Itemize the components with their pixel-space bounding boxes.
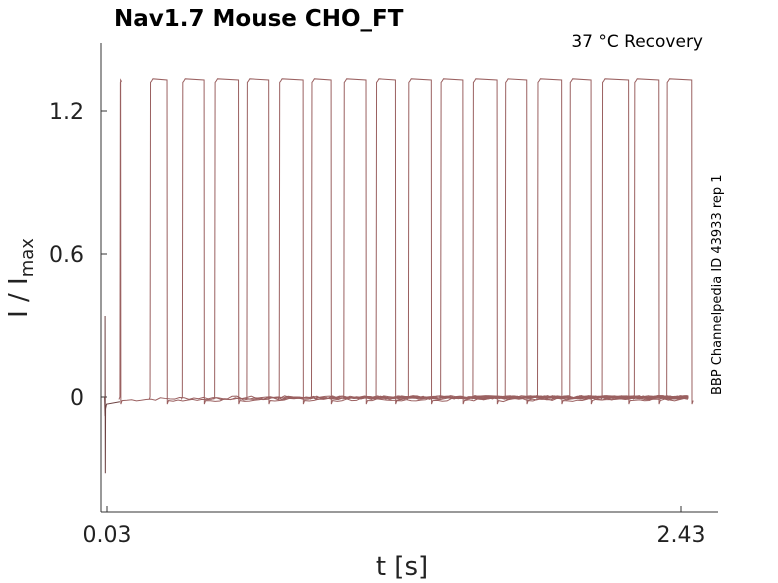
x-tick-label-1: 2.43	[657, 523, 706, 548]
trace-pulse-12	[471, 78, 689, 405]
trace-pulse-8	[342, 78, 689, 405]
trace-pulse-3	[180, 78, 689, 405]
trace-pulse-13	[503, 78, 689, 405]
trace-artifact	[104, 315, 121, 474]
side-note: BBP Channelpedia ID 43933 rep 1	[710, 174, 725, 395]
ticks: 0.03 2.43 0 0.6 1.2	[49, 100, 705, 548]
x-axis-label: t [s]	[376, 552, 428, 582]
trace-pulse-6	[277, 78, 689, 405]
trace-pulse-10	[406, 78, 689, 405]
chart-title: Nav1.7 Mouse CHO_FT	[114, 6, 404, 32]
y-axis-label-main: I / I	[4, 277, 34, 318]
trace-pulse-2	[148, 78, 689, 405]
y-axis-label: I / Imax	[4, 238, 38, 318]
trace-pulse-4	[213, 78, 689, 405]
trace-pulse-18	[665, 78, 694, 405]
trace-pulse-11	[439, 78, 689, 405]
y-tick-label-1: 0.6	[49, 243, 84, 268]
y-tick-label-0: 0	[70, 386, 84, 411]
chart-subtitle: 37 °C Recovery	[571, 32, 703, 52]
axes	[100, 43, 718, 513]
trace-pulse-7	[310, 78, 689, 405]
y-axis-label-sub: max	[17, 238, 38, 278]
plot-area	[104, 78, 694, 474]
trace-pulse-14	[536, 78, 689, 405]
x-tick-label-0: 0.03	[83, 523, 132, 548]
y-tick-label-2: 1.2	[49, 100, 84, 125]
trace-pulse-17	[632, 78, 689, 405]
trace-pulse-9	[374, 78, 689, 405]
trace-pulse-16	[600, 78, 689, 405]
